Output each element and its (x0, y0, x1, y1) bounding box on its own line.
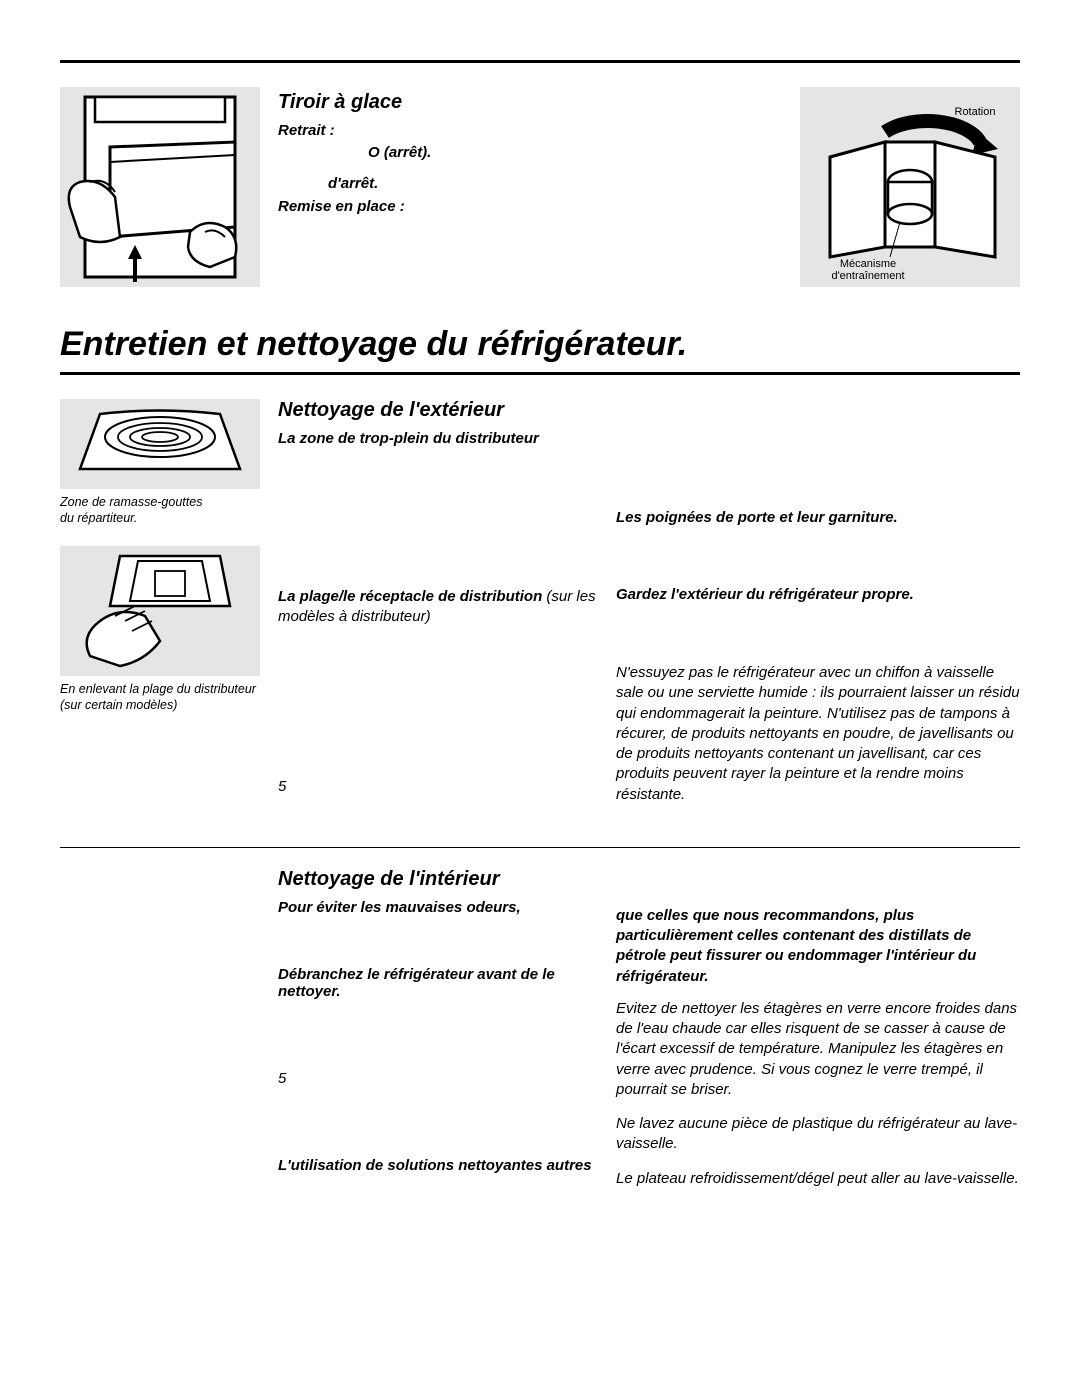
ext-right-col: Les poignées de porte et leur garniture.… (616, 399, 1020, 819)
d-arret: d'arrêt. (328, 175, 598, 192)
caption-plage: En enlevant la plage du distributeur (su… (60, 682, 260, 713)
main-title: Entretien et nettoyage du réfrigérateur. (60, 325, 1020, 364)
tiroir-title: Tiroir à glace (278, 91, 598, 114)
debranchez: Débranchez le réfrigérateur avant de le … (278, 966, 598, 1000)
ext-left-col: Zone de ramasse-gouttes du répartiteur. … (60, 399, 260, 819)
o-arret: O (arrêt). (368, 144, 598, 161)
ne-lavez: Ne lavez aucune pièce de plastique du ré… (616, 1114, 1020, 1155)
ext-mid-col: Nettoyage de l'extérieur La zone de trop… (278, 399, 598, 819)
ext-long-para: N'essuyez pas le réfrigérateur avec un c… (616, 663, 1020, 805)
retrait-label: Retrait : (278, 122, 335, 139)
svg-label-mech1: Mécanisme (840, 258, 896, 270)
caption-ramasse-l1: Zone de ramasse-gouttes (60, 495, 202, 509)
caption-plage-l2: (sur certain modèles) (60, 698, 177, 712)
evitez: Evitez de nettoyer les étagères en verre… (616, 999, 1020, 1100)
caption-plage-l1: En enlevant la plage du distributeur (60, 682, 256, 696)
svg-label-mech2: d'entraînement (831, 270, 904, 282)
section-tiroir: Tiroir à glace Retrait : O (arrêt). d'ar… (60, 87, 1020, 287)
plateau: Le plateau refroidissement/dégel peut al… (616, 1169, 1020, 1189)
illustration-dispenser-plate (60, 546, 260, 676)
tiroir-mid-col: Tiroir à glace Retrait : O (arrêt). d'ar… (278, 87, 598, 287)
caption-ramasse-l2: du répartiteur. (60, 511, 137, 525)
remise-label: Remise en place : (278, 198, 598, 215)
int-title: Nettoyage de l'intérieur (278, 868, 598, 891)
tiroir-left-col (60, 87, 260, 287)
svg-label-rotation: Rotation (955, 106, 996, 118)
int-left-col (60, 868, 260, 1203)
tiroir-retrait-row: Retrait : (278, 122, 598, 140)
main-title-rule (60, 372, 1020, 375)
lutilisation: L'utilisation de solutions nettoyantes a… (278, 1157, 598, 1174)
pour-eviter: Pour éviter les mauvaises odeurs, (278, 899, 598, 916)
illustration-ice-drawer (60, 87, 260, 287)
poignees: Les poignées de porte et leur garniture. (616, 509, 1020, 526)
illustration-drip-tray (60, 399, 260, 489)
gardez: Gardez l'extérieur du réfrigérateur prop… (616, 586, 1020, 603)
ext-title: Nettoyage de l'extérieur (278, 399, 598, 422)
plage-line: La plage/le réceptacle de distribution (… (278, 587, 598, 628)
zone-trop-plein: La zone de trop-plein du distributeur (278, 430, 598, 447)
ext-five: 5 (278, 778, 598, 795)
top-rule (60, 60, 1020, 63)
caption-ramasse: Zone de ramasse-gouttes du répartiteur. (60, 495, 260, 526)
tiroir-right-col: Rotation Mécanisme d'entraînement (616, 87, 1020, 287)
section-interieur: Nettoyage de l'intérieur Pour éviter les… (60, 868, 1020, 1203)
int-right-col: que celles que nous recommandons, plus p… (616, 868, 1020, 1203)
int-mid-col: Nettoyage de l'intérieur Pour éviter les… (278, 868, 598, 1203)
int-five: 5 (278, 1070, 598, 1087)
mid-rule (60, 847, 1020, 848)
plage-bold: La plage/le réceptacle de distribution (278, 588, 546, 605)
que-celles: que celles que nous recommandons, plus p… (616, 906, 1020, 987)
section-exterieur: Zone de ramasse-gouttes du répartiteur. … (60, 399, 1020, 819)
illustration-rotation-mechanism: Rotation Mécanisme d'entraînement (800, 87, 1020, 287)
